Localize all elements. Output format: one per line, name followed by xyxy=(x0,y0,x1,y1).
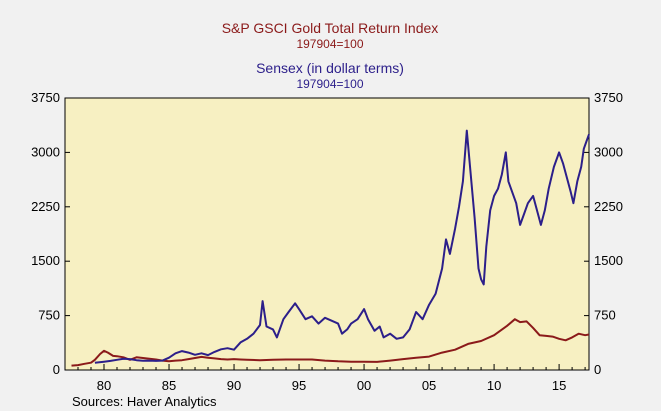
y-tick-label-right: 0 xyxy=(594,362,601,377)
y-tick-label-left: 3000 xyxy=(31,144,60,159)
x-tick-label: 00 xyxy=(357,378,371,393)
y-tick-label-right: 3000 xyxy=(594,144,623,159)
chart-subtitle-sensex-base: 197904=100 xyxy=(296,77,363,91)
y-tick-label-right: 1500 xyxy=(594,253,623,268)
y-tick-label-right: 2250 xyxy=(594,199,623,214)
chart-title-gold: S&P GSCI Gold Total Return Index xyxy=(222,20,439,36)
y-tick-label-right: 750 xyxy=(594,308,616,323)
x-tick-label: 15 xyxy=(552,378,566,393)
x-tick-label: 10 xyxy=(487,378,501,393)
chart-subtitle-gold-base: 197904=100 xyxy=(296,37,363,51)
chart-title-sensex: Sensex (in dollar terms) xyxy=(256,60,404,76)
x-tick-label: 85 xyxy=(162,378,176,393)
source-note: Sources: Haver Analytics xyxy=(72,394,217,409)
plot-area xyxy=(64,97,590,371)
x-tick-label: 80 xyxy=(97,378,111,393)
y-tick-label-right: 3750 xyxy=(594,90,623,105)
x-tick-label: 90 xyxy=(227,378,241,393)
y-tick-label-left: 2250 xyxy=(31,199,60,214)
y-tick-label-left: 750 xyxy=(38,308,60,323)
x-tick-label: 95 xyxy=(292,378,306,393)
y-tick-label-left: 3750 xyxy=(31,90,60,105)
x-tick-label: 05 xyxy=(422,378,436,393)
chart-titles: S&P GSCI Gold Total Return Index 197904=… xyxy=(222,20,439,91)
series-layer xyxy=(71,129,590,367)
series-line-sensex xyxy=(94,129,590,364)
y-tick-label-left: 1500 xyxy=(31,253,60,268)
y-tick-label-left: 0 xyxy=(53,362,60,377)
